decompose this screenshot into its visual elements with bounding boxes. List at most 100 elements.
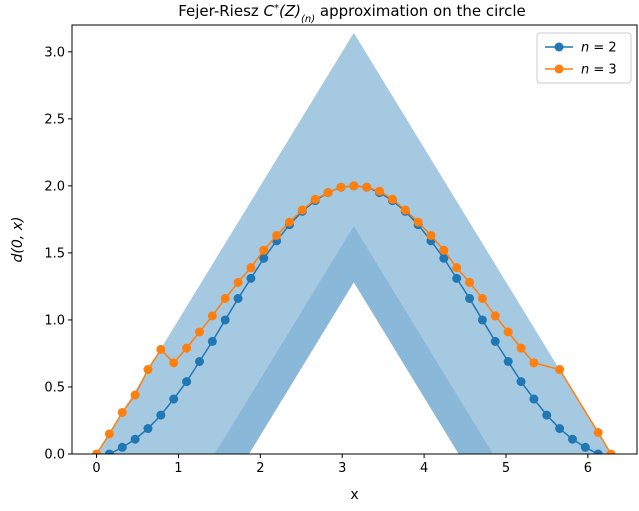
series-3 bbox=[92, 181, 616, 454]
data-point bbox=[194, 357, 204, 366]
y-tick-label: 1.5 bbox=[44, 246, 65, 261]
data-point bbox=[593, 449, 603, 454]
legend: n = 2 n = 3 bbox=[536, 32, 632, 84]
data-point bbox=[284, 217, 294, 227]
data-point bbox=[490, 336, 500, 346]
data-point bbox=[117, 442, 127, 452]
data-point bbox=[169, 358, 179, 368]
band-1 bbox=[96, 32, 612, 454]
data-point bbox=[130, 390, 140, 400]
data-point bbox=[477, 315, 487, 325]
data-point bbox=[580, 442, 590, 452]
data-point bbox=[117, 407, 127, 417]
x-tick-label: 2 bbox=[256, 461, 264, 476]
data-point bbox=[452, 263, 462, 273]
x-axis-label: x bbox=[350, 487, 358, 503]
series-layer bbox=[92, 181, 616, 454]
data-point bbox=[297, 205, 307, 215]
x-tick-label: 1 bbox=[174, 461, 182, 476]
data-point bbox=[207, 336, 217, 346]
data-point bbox=[503, 327, 513, 337]
title-text-part: C bbox=[264, 2, 275, 20]
data-point bbox=[143, 365, 153, 375]
chart-title: Fejer-Riesz C*(Z)(n) approximation on th… bbox=[178, 2, 526, 25]
legend-marker bbox=[554, 42, 564, 52]
title-text-part: (Z) bbox=[279, 2, 301, 20]
y-tick-label: 2.0 bbox=[44, 179, 65, 194]
legend-entry-3: n = 3 bbox=[545, 63, 617, 78]
y-axis-label: d(0, x) bbox=[10, 217, 26, 263]
data-point bbox=[439, 245, 449, 255]
x-tick-label: 3 bbox=[338, 461, 346, 476]
y-tick-label: 0.5 bbox=[44, 380, 65, 395]
data-point bbox=[156, 410, 166, 420]
x-axis-ticks: 0 1 2 3 4 5 6 bbox=[92, 454, 592, 476]
data-point bbox=[182, 343, 192, 353]
data-point bbox=[92, 449, 102, 454]
data-point bbox=[194, 327, 204, 337]
data-point bbox=[143, 424, 153, 434]
data-point bbox=[233, 277, 243, 287]
data-point bbox=[259, 245, 269, 255]
y-axis-ticks: 0.0 0.5 1.0 1.5 2.0 2.5 3.0 bbox=[44, 45, 72, 463]
data-point bbox=[220, 293, 230, 303]
data-point bbox=[246, 273, 256, 283]
data-point bbox=[104, 449, 114, 454]
data-point bbox=[169, 394, 179, 404]
data-point bbox=[555, 424, 565, 434]
data-point bbox=[104, 429, 114, 439]
data-point bbox=[272, 230, 282, 240]
legend-entry-2: n = 2 bbox=[545, 41, 617, 56]
title-text-part: * bbox=[274, 3, 279, 14]
title-text-part: Fejer-Riesz bbox=[178, 2, 263, 20]
data-point bbox=[490, 311, 500, 321]
data-point bbox=[529, 394, 539, 404]
data-point bbox=[542, 410, 552, 420]
data-point bbox=[233, 293, 243, 303]
data-point bbox=[362, 182, 372, 192]
data-point bbox=[439, 253, 449, 263]
data-point bbox=[465, 277, 475, 287]
data-point bbox=[593, 428, 603, 438]
data-point bbox=[130, 434, 140, 444]
y-tick-label: 3.0 bbox=[44, 45, 65, 60]
data-point bbox=[220, 315, 230, 325]
plot-frame bbox=[71, 24, 638, 455]
data-point bbox=[426, 230, 436, 240]
bands-layer bbox=[96, 32, 612, 454]
data-point bbox=[259, 253, 269, 263]
band-3 bbox=[248, 282, 459, 454]
data-point bbox=[516, 343, 526, 353]
legend-label: n = 2 bbox=[581, 41, 617, 56]
data-point bbox=[182, 377, 192, 387]
data-point bbox=[310, 194, 320, 204]
data-point bbox=[375, 186, 385, 196]
data-point bbox=[452, 273, 462, 283]
data-point bbox=[207, 311, 217, 321]
data-point bbox=[323, 188, 333, 198]
y-tick-label: 2.5 bbox=[44, 112, 65, 127]
data-point bbox=[349, 181, 359, 191]
x-tick-label: 5 bbox=[502, 461, 510, 476]
data-point bbox=[529, 358, 539, 368]
x-tick-label: 0 bbox=[92, 461, 100, 476]
data-point bbox=[567, 434, 577, 444]
data-point bbox=[336, 182, 346, 192]
y-tick-label: 1.0 bbox=[44, 313, 65, 328]
data-point bbox=[413, 217, 423, 227]
legend-label: n = 3 bbox=[581, 63, 617, 78]
title-text-part: approximation on the circle bbox=[315, 2, 526, 20]
data-point bbox=[516, 377, 526, 387]
data-point bbox=[400, 205, 410, 215]
data-point bbox=[606, 449, 616, 454]
data-point bbox=[246, 263, 256, 273]
x-tick-label: 6 bbox=[584, 461, 592, 476]
data-point bbox=[156, 344, 166, 354]
y-tick-label: 0.0 bbox=[44, 448, 65, 463]
data-point bbox=[465, 293, 475, 303]
data-point bbox=[555, 365, 565, 375]
data-point bbox=[387, 194, 397, 204]
legend-marker bbox=[554, 64, 564, 74]
